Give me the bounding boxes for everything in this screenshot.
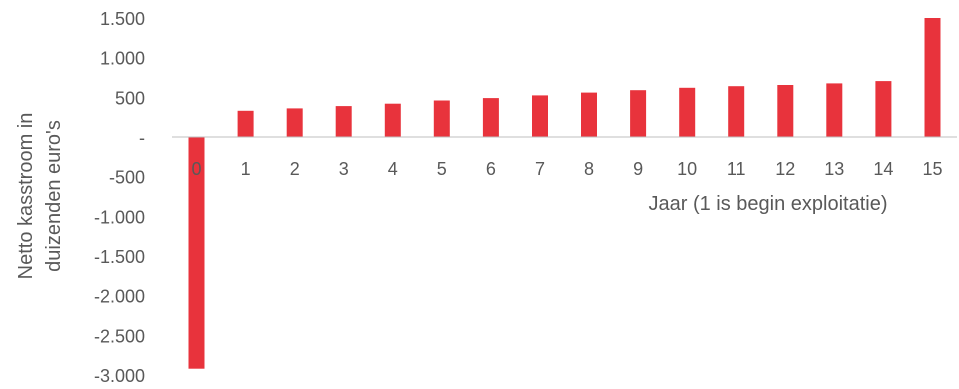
x-tick-label: 6 <box>486 159 496 179</box>
bar <box>728 86 745 137</box>
x-tick-label: 14 <box>873 159 893 179</box>
y-axis-label: Netto kasstroom in duizenden euro's <box>15 113 65 280</box>
y-tick-label: 1.500 <box>100 9 145 29</box>
y-tick-label: - <box>139 128 145 148</box>
x-axis-label: Jaar (1 is begin exploitatie) <box>648 193 887 215</box>
y-tick-label: -500 <box>109 168 145 188</box>
y-tick-label: -1.000 <box>94 207 145 227</box>
x-tick-label: 8 <box>584 159 594 179</box>
bar <box>777 85 794 137</box>
y-tick-label: -3.000 <box>94 366 145 384</box>
x-tick-label: 12 <box>775 159 795 179</box>
x-tick-label: 11 <box>727 159 746 179</box>
y-tick-label: -2.000 <box>94 287 145 307</box>
x-tick-label: 5 <box>437 159 447 179</box>
bar <box>482 98 499 137</box>
x-tick-label: 9 <box>633 159 643 179</box>
bar <box>581 92 597 137</box>
x-tick-label: 10 <box>677 159 697 179</box>
x-tick-label: 4 <box>388 159 398 179</box>
x-tick-label: 2 <box>290 159 300 179</box>
bar <box>679 87 696 137</box>
bar <box>335 106 352 137</box>
x-tick-label: 1 <box>241 159 251 179</box>
bars <box>188 18 941 369</box>
y-axis-tick-labels: 1.500 1.000 500 - -500 -1.000 -1.500 -2.000 -2.5… <box>94 9 145 386</box>
bar <box>188 137 205 369</box>
x-tick-label: 7 <box>535 159 545 179</box>
y-tick-label: -1.500 <box>94 247 145 267</box>
bar <box>532 95 548 137</box>
y-tick-label: -2.500 <box>94 326 145 346</box>
bar <box>630 90 647 137</box>
bar <box>286 108 303 137</box>
x-tick-label: 13 <box>824 159 844 179</box>
bar <box>924 18 941 137</box>
x-tick-label: 0 <box>191 159 201 179</box>
y-tick-label: 1.000 <box>100 49 145 69</box>
bar <box>237 110 254 137</box>
y-axis-label-line: duizenden euro's <box>43 120 65 272</box>
bar <box>384 103 401 137</box>
bar <box>875 81 892 137</box>
bar <box>826 83 843 137</box>
x-tick-label: 15 <box>922 159 942 179</box>
bar <box>433 100 450 137</box>
x-axis-tick-labels: 0 1 2 3 4 5 6 7 8 9 10 11 12 13 14 15 <box>191 159 942 179</box>
x-tick-label: 3 <box>339 159 349 179</box>
y-axis-label-line: Netto kasstroom in <box>15 113 37 280</box>
y-tick-label: 500 <box>115 88 145 108</box>
